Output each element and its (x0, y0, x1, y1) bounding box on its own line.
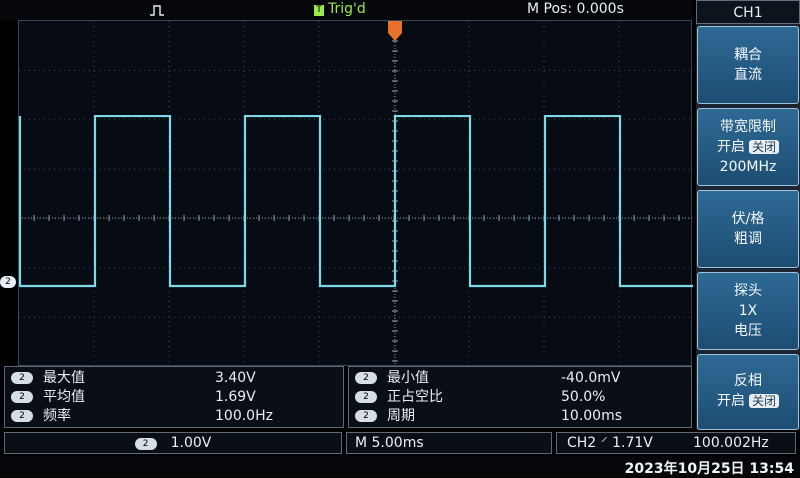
measurement-value: 100.0Hz (215, 408, 273, 424)
channel-2-trace (19, 114, 693, 288)
measurement-value: -40.0mV (561, 370, 621, 386)
measurement-label: 频率 (43, 408, 71, 424)
measurement-label: 正占空比 (387, 389, 443, 405)
measurement-panel-left: 2 最大值 3.40V 2 平均值 1.69V 2 频率 100.0Hz (4, 366, 344, 428)
invert-button[interactable]: 反相 开启 关闭 (697, 354, 799, 430)
button-label: 探头 (734, 283, 762, 299)
channel-menu: CH1 耦合 直流 带宽限制 开启 关闭 200MHz 伏/格 粗调 探头 1X … (696, 0, 800, 430)
option-on: 开启 (716, 139, 745, 155)
button-sub: 电压 (734, 323, 762, 339)
button-label: 反相 (734, 373, 762, 389)
measurement-value: 3.40V (215, 370, 256, 386)
channel-badge: 2 (355, 410, 377, 422)
channel-badge: 2 (11, 372, 33, 384)
timebase-status: M 5.00ms (346, 432, 552, 454)
measurement-frequency: 2 频率 100.0Hz (5, 407, 343, 425)
measurement-mean: 2 平均值 1.69V (5, 388, 343, 406)
button-value: 开启 关闭 (698, 137, 798, 157)
channel-2-ground-marker[interactable]: 2 (0, 276, 16, 288)
trigger-state-text: Trig'd (328, 1, 366, 17)
measurement-max: 2 最大值 3.40V (5, 369, 343, 387)
pulse-trigger-icon (150, 5, 164, 16)
date-time: 2023年10月25日 13:54 (624, 461, 794, 477)
button-value: 1X (738, 303, 758, 319)
channel-badge: 2 (134, 438, 157, 450)
trigger-status: T Trig'd (314, 1, 366, 17)
horizontal-position: M Pos: 0.000s (527, 1, 624, 17)
channel-scale-status: 2 1.00V (4, 432, 342, 454)
waveform-display (18, 20, 693, 367)
channel-badge: 2 (11, 410, 33, 422)
trigger-status-box: CH2 ⸍ 1.71V 100.002Hz (556, 432, 796, 454)
button-label: 带宽限制 (720, 119, 776, 135)
option-off-toggle: 关闭 (748, 140, 779, 154)
date-bar: 2023年10月25日 13:54 (0, 456, 800, 477)
measurement-label: 平均值 (43, 389, 85, 405)
measurement-min: 2 最小值 -40.0mV (349, 369, 691, 387)
channel-badge: 2 (11, 391, 33, 403)
channel-badge: 2 (355, 391, 377, 403)
measurement-label: 周期 (387, 408, 415, 424)
measurement-panel-right: 2 最小值 -40.0mV 2 正占空比 50.0% 2 周期 10.00ms (348, 366, 692, 428)
top-status-bar: T Trig'd M Pos: 0.000s (0, 0, 692, 20)
trigger-level: CH2 ⸍ 1.71V (567, 435, 653, 451)
trigger-frequency: 100.002Hz (693, 435, 769, 451)
volts-per-div: 1.00V (170, 435, 212, 451)
volts-div-button[interactable]: 伏/格 粗调 (697, 190, 799, 268)
coupling-button[interactable]: 耦合 直流 (697, 26, 799, 104)
menu-title: CH1 (696, 0, 800, 24)
button-label: 伏/格 (731, 211, 765, 227)
button-label: 耦合 (734, 47, 762, 63)
measurement-value: 50.0% (561, 389, 606, 405)
measurement-duty-cycle: 2 正占空比 50.0% (349, 388, 691, 406)
button-value: 粗调 (734, 231, 762, 247)
button-value: 开启 关闭 (698, 391, 798, 411)
channel-badge: 2 (355, 372, 377, 384)
button-value: 直流 (734, 67, 762, 83)
measurement-label: 最大值 (43, 370, 85, 386)
measurement-period: 2 周期 10.00ms (349, 407, 691, 425)
option-off-toggle: 关闭 (748, 394, 779, 408)
measurement-label: 最小值 (387, 370, 429, 386)
option-on: 开启 (716, 393, 745, 409)
measurement-value: 10.00ms (561, 408, 623, 424)
button-sub: 200MHz (719, 159, 777, 175)
time-per-div: M 5.00ms (355, 435, 424, 451)
trigger-position-marker (388, 21, 402, 41)
probe-button[interactable]: 探头 1X 电压 (697, 272, 799, 350)
waveform-graticule (19, 21, 693, 367)
bandwidth-limit-button[interactable]: 带宽限制 开启 关闭 200MHz (697, 108, 799, 186)
measurement-value: 1.69V (215, 389, 256, 405)
trigger-state-icon: T (314, 5, 324, 16)
